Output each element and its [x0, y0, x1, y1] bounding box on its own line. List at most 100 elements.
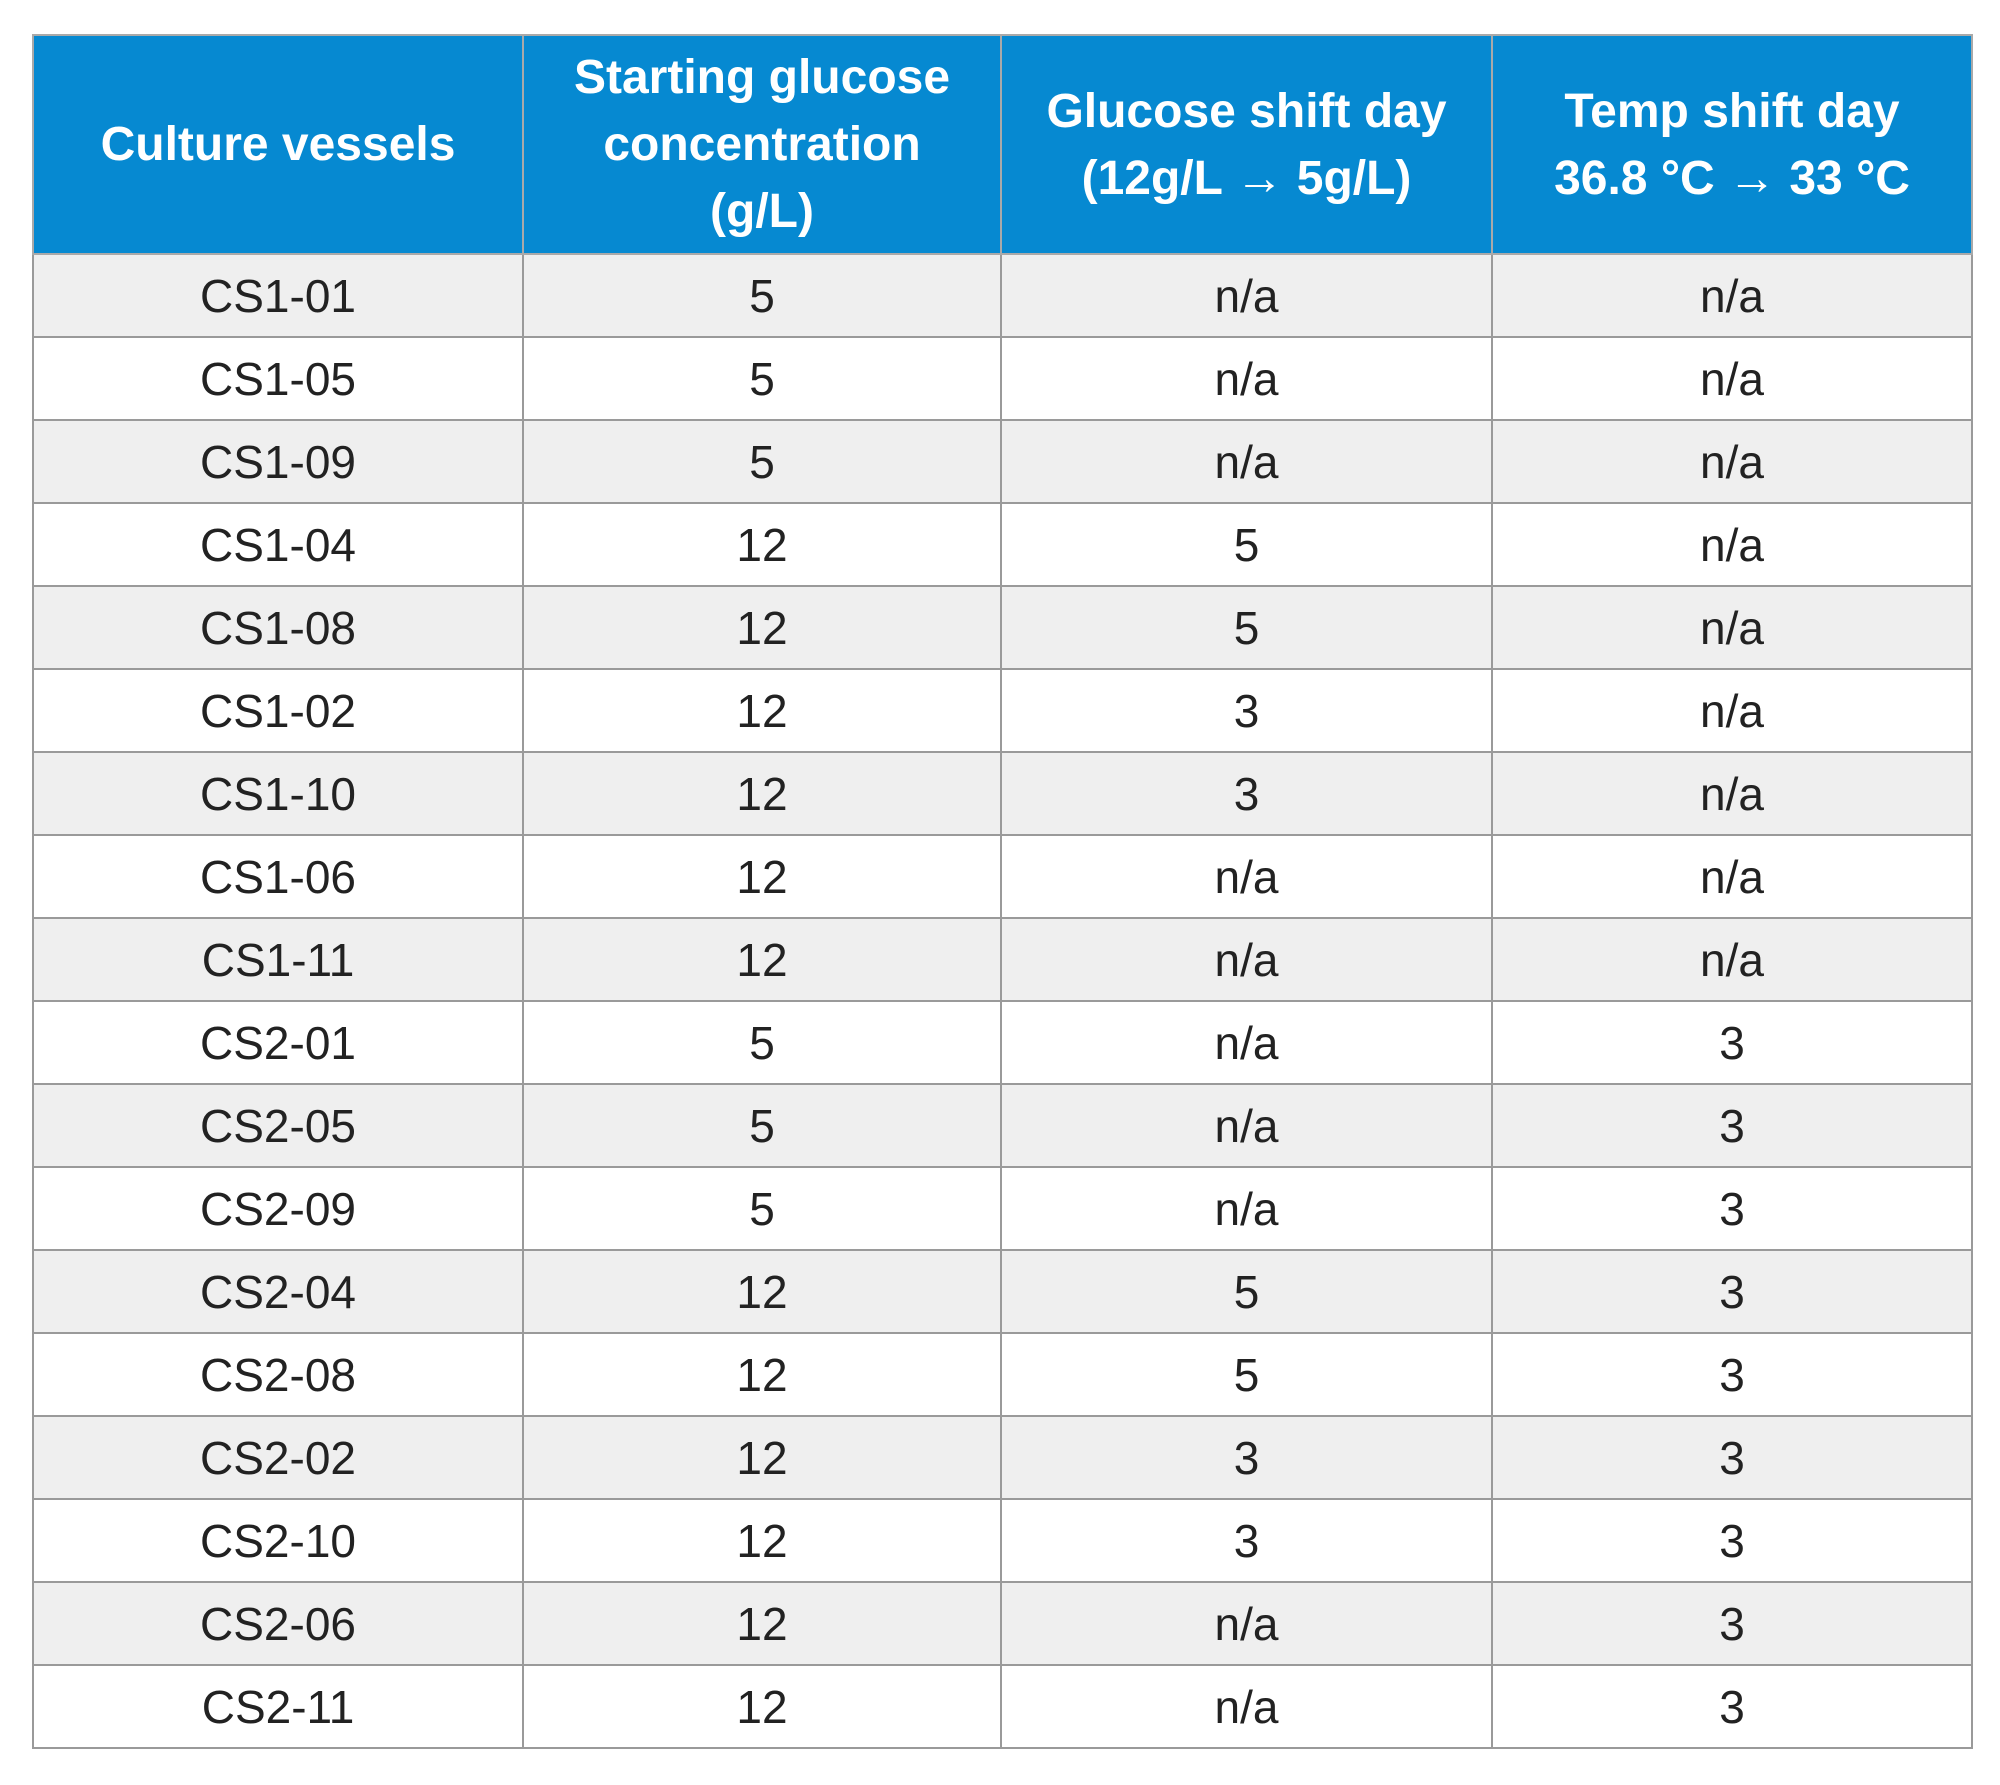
header-line: Starting glucose — [573, 51, 951, 104]
table-cell: 5 — [522, 253, 1002, 338]
table-cell: 5 — [1000, 585, 1493, 670]
table-cell: n/a — [1000, 834, 1493, 919]
table-cell: 5 — [522, 419, 1002, 504]
table-row: CS2-01 5 n/a 3 — [32, 1000, 1973, 1085]
table-cell: n/a — [1491, 419, 1973, 504]
table-row: CS2-02 12 3 3 — [32, 1415, 1973, 1500]
table-cell: 3 — [1491, 1332, 1973, 1417]
table-cell: 3 — [1491, 1000, 1973, 1085]
table-cell: 12 — [522, 834, 1002, 919]
table-row: CS2-11 12 n/a 3 — [32, 1664, 1973, 1749]
table-cell: 12 — [522, 1249, 1002, 1334]
table-cell: 12 — [522, 1664, 1002, 1749]
table-cell: 12 — [522, 1581, 1002, 1666]
table-cell: CS2-02 — [32, 1415, 524, 1500]
table-cell: 3 — [1000, 751, 1493, 836]
header-cell: Glucose shift day (12g/L → 5g/L) — [1000, 34, 1493, 255]
table-cell: n/a — [1000, 1000, 1493, 1085]
table-cell: 5 — [1000, 1249, 1493, 1334]
table-cell: 5 — [1000, 502, 1493, 587]
table-cell: 5 — [522, 1166, 1002, 1251]
table-row: CS1-05 5 n/a n/a — [32, 336, 1973, 421]
table-cell: n/a — [1491, 917, 1973, 1002]
table-cell: 12 — [522, 1332, 1002, 1417]
table-cell: 3 — [1491, 1581, 1973, 1666]
table-row: CS2-08 12 5 3 — [32, 1332, 1973, 1417]
table-cell: n/a — [1491, 751, 1973, 836]
table-cell: 3 — [1491, 1498, 1973, 1583]
table-cell: n/a — [1000, 917, 1493, 1002]
table-row: CS2-04 12 5 3 — [32, 1249, 1973, 1334]
table-cell: n/a — [1000, 1083, 1493, 1168]
table-cell: n/a — [1491, 502, 1973, 587]
header-line: (g/L) — [710, 185, 814, 238]
table-cell: CS1-01 — [32, 253, 524, 338]
header-cell: Starting glucose concentration (g/L) — [522, 34, 1002, 255]
table-cell: CS1-06 — [32, 834, 524, 919]
table-cell: 12 — [522, 1415, 1002, 1500]
table-cell: 3 — [1491, 1415, 1973, 1500]
table-row: CS1-09 5 n/a n/a — [32, 419, 1973, 504]
table-cell: 12 — [522, 917, 1002, 1002]
table-row: CS1-06 12 n/a n/a — [32, 834, 1973, 919]
table-cell: CS1-02 — [32, 668, 524, 753]
table-cell: CS2-09 — [32, 1166, 524, 1251]
header-line: (12g/L → 5g/L) — [1081, 151, 1412, 205]
header-line: Temp shift day — [1564, 84, 1900, 138]
header-cell: Temp shift day 36.8 °C → 33 °C — [1491, 34, 1973, 255]
table-row: CS1-10 12 3 n/a — [32, 751, 1973, 836]
table-cell: CS2-06 — [32, 1581, 524, 1666]
table-cell: CS1-09 — [32, 419, 524, 504]
header-line: concentration — [603, 118, 921, 171]
table-cell: CS1-11 — [32, 917, 524, 1002]
table-body: CS1-01 5 n/a n/a CS1-05 5 n/a n/a CS1-09 5 n/a n/a C… — [32, 253, 1973, 1749]
table-cell: CS2-10 — [32, 1498, 524, 1583]
table-cell: 3 — [1000, 668, 1493, 753]
table-cell: 3 — [1491, 1166, 1973, 1251]
table-cell: 5 — [522, 1000, 1002, 1085]
table-cell: n/a — [1000, 1581, 1493, 1666]
table-cell: n/a — [1491, 253, 1973, 338]
table-cell: 5 — [1000, 1332, 1493, 1417]
table-cell: n/a — [1000, 1664, 1493, 1749]
table-cell: 12 — [522, 585, 1002, 670]
table-cell: 12 — [522, 668, 1002, 753]
table-cell: CS1-04 — [32, 502, 524, 587]
table-cell: CS2-11 — [32, 1664, 524, 1749]
table-cell: n/a — [1491, 668, 1973, 753]
table-cell: n/a — [1000, 253, 1493, 338]
table-cell: n/a — [1000, 419, 1493, 504]
table-cell: 3 — [1000, 1498, 1493, 1583]
table-cell: 12 — [522, 751, 1002, 836]
table-cell: n/a — [1000, 1166, 1493, 1251]
table-row: CS1-04 12 5 n/a — [32, 502, 1973, 587]
table-cell: n/a — [1491, 834, 1973, 919]
table-cell: CS1-10 — [32, 751, 524, 836]
table-row: CS2-05 5 n/a 3 — [32, 1083, 1973, 1168]
table-cell: 12 — [522, 502, 1002, 587]
table-cell: CS2-04 — [32, 1249, 524, 1334]
table-cell: CS2-08 — [32, 1332, 524, 1417]
header-row: Culture vessels Starting glucose concentra… — [32, 34, 1973, 255]
table-row: CS1-11 12 n/a n/a — [32, 917, 1973, 1002]
table-row: CS2-09 5 n/a 3 — [32, 1166, 1973, 1251]
table-cell: 3 — [1491, 1249, 1973, 1334]
table-row: CS1-02 12 3 n/a — [32, 668, 1973, 753]
table-cell: n/a — [1491, 336, 1973, 421]
table-cell: CS2-05 — [32, 1083, 524, 1168]
header-cell: Culture vessels — [32, 34, 524, 255]
table-cell: CS1-05 — [32, 336, 524, 421]
table-cell: 12 — [522, 1498, 1002, 1583]
table-cell: 5 — [522, 336, 1002, 421]
table-row: CS2-06 12 n/a 3 — [32, 1581, 1973, 1666]
table-row: CS1-08 12 5 n/a — [32, 585, 1973, 670]
table-cell: 3 — [1000, 1415, 1493, 1500]
table-cell: n/a — [1000, 336, 1493, 421]
header-line: Glucose shift day — [1046, 84, 1447, 138]
table-row: CS1-01 5 n/a n/a — [32, 253, 1973, 338]
header-line: 36.8 °C → 33 °C — [1554, 151, 1910, 205]
table-cell: 3 — [1491, 1083, 1973, 1168]
table-cell: 3 — [1491, 1664, 1973, 1749]
header-line: Culture vessels — [100, 118, 456, 171]
